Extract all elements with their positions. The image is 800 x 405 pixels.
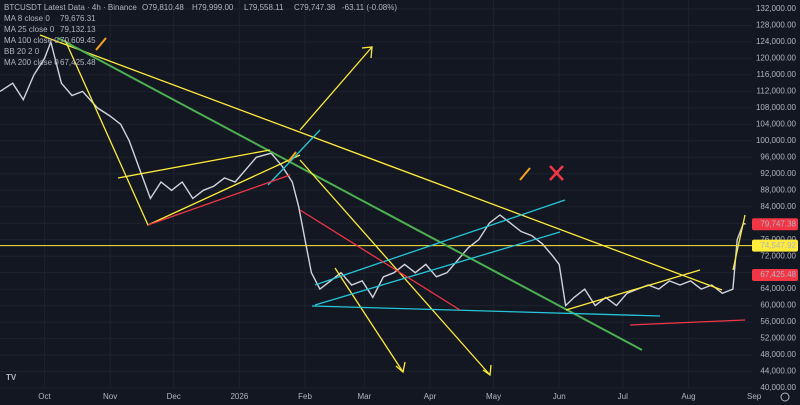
- y-tick-label: 76,000.00: [760, 235, 796, 244]
- ohlc: H79,999.00: [192, 3, 234, 12]
- x-tick-label: Sep: [747, 392, 762, 401]
- y-tick-label: 132,000.00: [756, 4, 797, 13]
- settings-icon[interactable]: [780, 392, 790, 402]
- logo: TV: [6, 373, 17, 382]
- x-tick-label: Oct: [38, 392, 51, 401]
- y-tick-label: 92,000.00: [760, 169, 796, 178]
- indicator-name: MA 200 close 0: [4, 58, 59, 67]
- x-tick-label: Jul: [618, 392, 628, 401]
- indicator-name: MA 100 close 0: [4, 36, 59, 45]
- channel-line: [314, 199, 566, 286]
- trendline: [39, 34, 723, 291]
- grid: [0, 0, 755, 389]
- price-line: [0, 39, 746, 308]
- price-label-box: [752, 218, 798, 231]
- indicator-value: 79,132.13: [60, 25, 96, 34]
- price-label-box: [752, 239, 798, 252]
- price-label: 79,747.38: [760, 219, 796, 228]
- hammer-stroke: [287, 151, 297, 163]
- indicator-value: 67,425.48: [60, 58, 96, 67]
- y-tick-label: 48,000.00: [760, 350, 796, 359]
- x-tick-label: Apr: [424, 392, 437, 401]
- trendline: [299, 209, 461, 311]
- cross-icon: [549, 165, 564, 181]
- x-tick-label: Jun: [553, 392, 566, 401]
- legend: BTCUSDT Latest Data · 4h · Binance O79,8…: [4, 3, 397, 67]
- ohlc: O79,810.48: [142, 3, 184, 12]
- arrow: [334, 267, 404, 373]
- drawings: [39, 34, 746, 377]
- x-tick-label: 2026: [230, 392, 248, 401]
- channel-line: [267, 129, 321, 186]
- axes: 40,000.00 44,000.00 48,000.00 52,000.00 56,0…: [38, 4, 798, 401]
- x-tick-label: Aug: [681, 392, 695, 401]
- trendline: [565, 269, 701, 311]
- trendline: [732, 214, 746, 271]
- arrow-head: [361, 46, 373, 59]
- y-tick-label: 128,000.00: [756, 21, 797, 30]
- y-tick-label: 56,000.00: [760, 317, 796, 326]
- x-tick-label: Dec: [167, 392, 181, 401]
- y-tick-label: 84,000.00: [760, 202, 796, 211]
- y-tick-label: 72,000.00: [760, 251, 796, 260]
- price-label: 67,425.48: [760, 270, 796, 279]
- indicator-name: MA 25 close 0: [4, 25, 55, 34]
- y-tick-label: 96,000.00: [760, 152, 796, 161]
- trendline: [147, 174, 291, 226]
- indicator-value: 70,609.45: [60, 36, 96, 45]
- trendline: [117, 149, 271, 179]
- hammer-icon: [95, 37, 531, 181]
- price-axis: [752, 0, 800, 405]
- cross-stroke: [549, 165, 564, 181]
- indicator-name: MA 8 close 0: [4, 14, 50, 23]
- x-tick-label: Mar: [357, 392, 371, 401]
- y-tick-label: 124,000.00: [756, 37, 797, 46]
- arrow-head: [482, 364, 492, 377]
- y-tick-label: 52,000.00: [760, 334, 796, 343]
- arrow: [299, 159, 491, 376]
- price-label: 74,547.92: [760, 241, 796, 250]
- y-tick-label: 44,000.00: [760, 367, 796, 376]
- x-tick-label: Nov: [103, 392, 117, 401]
- y-tick-label: 100,000.00: [756, 136, 797, 145]
- arrow-head: [395, 361, 406, 374]
- y-tick-label: 60,000.00: [760, 301, 796, 310]
- y-tick-label: 88,000.00: [760, 185, 796, 194]
- channel-line: [311, 305, 661, 317]
- hammer-stroke: [95, 37, 107, 51]
- indicator-value: 79,676.31: [60, 14, 96, 23]
- y-tick-label: 112,000.00: [757, 87, 797, 96]
- y-tick-label: 104,000.00: [756, 119, 797, 128]
- x-tick-label: May: [486, 392, 501, 401]
- y-tick-label: 64,000.00: [760, 284, 796, 293]
- change: -63.11 (-0.08%): [342, 3, 397, 12]
- y-tick-label: 116,000.00: [757, 70, 797, 79]
- channel-line: [314, 231, 561, 306]
- x-tick-label: Feb: [298, 392, 312, 401]
- symbol-title: BTCUSDT Latest Data · 4h · Binance: [4, 3, 137, 12]
- trendline: [629, 319, 746, 326]
- y-tick-label: 108,000.00: [756, 103, 797, 112]
- ohlc: C79,747.38: [294, 3, 336, 12]
- y-tick-label: 120,000.00: [756, 54, 797, 63]
- indicator-name: BB 20 2 0: [4, 47, 40, 56]
- arrow: [299, 46, 373, 131]
- price-label-box: [752, 269, 798, 282]
- y-tick-label: 40,000.00: [760, 383, 796, 392]
- hammer-stroke: [519, 167, 531, 181]
- ohlc: L79,558.11: [244, 3, 284, 12]
- trendline: [57, 37, 643, 351]
